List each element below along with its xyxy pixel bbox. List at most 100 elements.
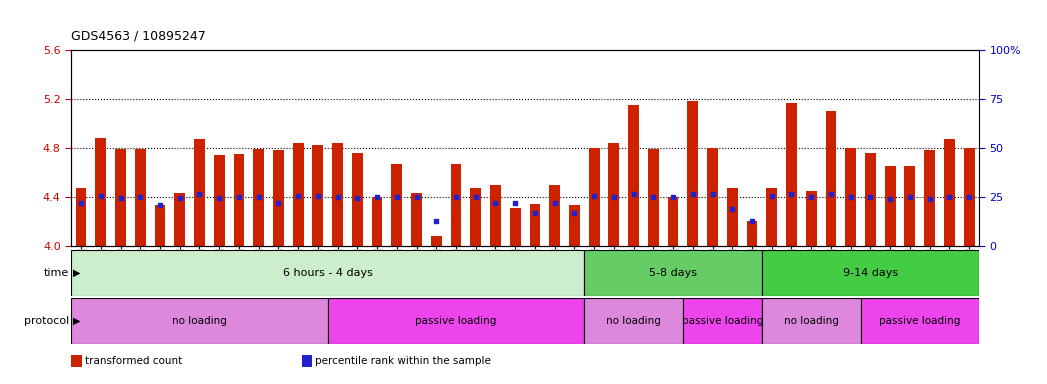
Text: time: time bbox=[44, 268, 69, 278]
Point bbox=[743, 218, 760, 224]
Bar bbox=[490, 185, 500, 246]
Bar bbox=[332, 143, 343, 246]
Bar bbox=[194, 139, 205, 246]
Bar bbox=[648, 149, 659, 246]
Point bbox=[132, 194, 149, 200]
Point bbox=[92, 192, 109, 199]
Bar bbox=[707, 148, 718, 246]
Bar bbox=[233, 154, 244, 246]
Point bbox=[72, 200, 89, 206]
Point bbox=[152, 202, 169, 209]
Bar bbox=[628, 105, 639, 246]
Text: ▶: ▶ bbox=[73, 316, 81, 326]
Point bbox=[369, 194, 385, 200]
Bar bbox=[845, 148, 856, 246]
Point bbox=[310, 192, 327, 199]
Text: no loading: no loading bbox=[784, 316, 839, 326]
Point bbox=[882, 196, 898, 202]
Bar bbox=[550, 185, 560, 246]
Bar bbox=[944, 139, 955, 246]
Bar bbox=[762, 298, 861, 344]
Bar bbox=[584, 250, 762, 296]
Point bbox=[941, 194, 958, 200]
Point bbox=[763, 192, 780, 199]
Point bbox=[685, 191, 701, 197]
Text: transformed count: transformed count bbox=[85, 356, 182, 366]
Bar bbox=[510, 208, 520, 246]
Bar bbox=[825, 111, 837, 246]
Bar bbox=[312, 146, 324, 246]
Bar bbox=[71, 298, 328, 344]
Bar bbox=[352, 153, 362, 246]
Point bbox=[566, 210, 583, 216]
Bar bbox=[174, 193, 185, 246]
Bar bbox=[683, 298, 762, 344]
Bar bbox=[865, 153, 876, 246]
Point bbox=[192, 191, 208, 197]
Point bbox=[448, 194, 465, 200]
Point bbox=[842, 194, 859, 200]
Bar bbox=[885, 166, 895, 246]
Text: ▶: ▶ bbox=[73, 268, 81, 278]
Point bbox=[723, 206, 740, 212]
Point bbox=[112, 195, 129, 201]
Bar bbox=[925, 150, 935, 246]
Bar bbox=[372, 197, 382, 246]
Bar bbox=[95, 138, 106, 246]
Text: 6 hours - 4 days: 6 hours - 4 days bbox=[283, 268, 373, 278]
Point bbox=[823, 191, 840, 197]
Bar bbox=[806, 191, 817, 246]
Bar bbox=[588, 148, 600, 246]
Point bbox=[605, 194, 622, 200]
Bar bbox=[668, 197, 678, 246]
Point bbox=[507, 200, 524, 206]
Text: GDS4563 / 10895247: GDS4563 / 10895247 bbox=[71, 29, 206, 42]
Point bbox=[467, 194, 484, 200]
Bar bbox=[75, 188, 87, 246]
Text: passive loading: passive loading bbox=[416, 316, 496, 326]
Bar bbox=[747, 221, 757, 246]
Point bbox=[388, 194, 405, 200]
Text: protocol: protocol bbox=[24, 316, 69, 326]
Bar bbox=[328, 298, 584, 344]
Bar bbox=[253, 149, 264, 246]
Bar bbox=[155, 205, 165, 246]
Bar bbox=[450, 164, 462, 246]
Bar bbox=[293, 143, 304, 246]
Bar bbox=[431, 236, 442, 246]
Bar bbox=[766, 188, 777, 246]
Point bbox=[665, 194, 682, 200]
Bar bbox=[569, 205, 580, 246]
Point bbox=[705, 191, 721, 197]
Point bbox=[527, 210, 543, 216]
Bar bbox=[727, 188, 738, 246]
Bar bbox=[411, 193, 422, 246]
Bar bbox=[584, 298, 683, 344]
Point bbox=[645, 194, 662, 200]
Text: passive loading: passive loading bbox=[682, 316, 763, 326]
Point bbox=[172, 195, 188, 201]
Point bbox=[803, 194, 820, 200]
Bar bbox=[608, 143, 619, 246]
Text: percentile rank within the sample: percentile rank within the sample bbox=[315, 356, 491, 366]
Bar bbox=[786, 103, 797, 246]
Bar bbox=[392, 164, 402, 246]
Bar bbox=[115, 149, 126, 246]
Point bbox=[487, 200, 504, 206]
Point bbox=[961, 194, 978, 200]
Bar bbox=[135, 149, 146, 246]
Bar bbox=[963, 148, 975, 246]
Point bbox=[270, 200, 287, 206]
Point bbox=[625, 191, 642, 197]
Text: passive loading: passive loading bbox=[879, 316, 960, 326]
Point bbox=[901, 194, 918, 200]
Point bbox=[921, 196, 938, 202]
Bar bbox=[905, 166, 915, 246]
Point bbox=[210, 195, 227, 201]
Bar bbox=[688, 101, 698, 246]
Point bbox=[408, 194, 425, 200]
Point bbox=[329, 194, 346, 200]
Text: 9-14 days: 9-14 days bbox=[843, 268, 898, 278]
Bar bbox=[530, 204, 540, 246]
Text: no loading: no loading bbox=[606, 316, 661, 326]
